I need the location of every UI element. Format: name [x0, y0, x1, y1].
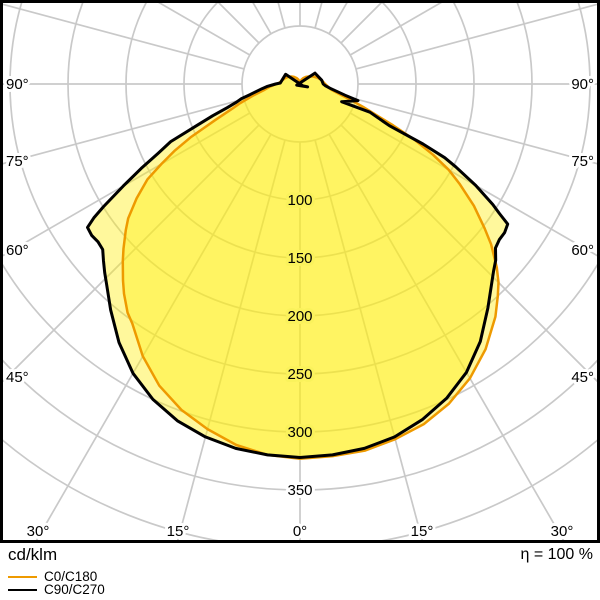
plot-frame — [0, 0, 600, 543]
angle-label-bottom: 30° — [551, 523, 574, 540]
c90-c270-line-swatch — [8, 589, 37, 591]
angle-label-bottom: 30° — [27, 523, 50, 540]
unit-label: cd/klm — [8, 545, 58, 564]
grid-ray — [3, 98, 245, 165]
radial-tick-label: 300 — [287, 424, 312, 441]
radial-tick-label: 100 — [287, 192, 312, 209]
c90-c270-fill — [87, 73, 508, 458]
grid-ray — [314, 139, 424, 541]
grid-ray — [355, 3, 597, 70]
radial-tick-label: 350 — [287, 482, 312, 499]
grid-ray — [158, 3, 251, 56]
c0-c180-fill — [122, 76, 499, 459]
grid-ray — [3, 124, 260, 383]
angle-label-left: 90° — [6, 76, 29, 93]
grid-ray — [340, 124, 597, 383]
angle-label-left: 45° — [6, 369, 29, 386]
angle-label-bottom: 15° — [167, 523, 190, 540]
angle-label-left: 60° — [6, 242, 29, 259]
angle-label-right: 45° — [571, 369, 594, 386]
radial-tick-label: 200 — [287, 308, 312, 325]
angle-label-left: 75° — [6, 153, 29, 170]
c0-c180-line-swatch — [8, 576, 37, 578]
c0-c180-curve — [121, 75, 500, 460]
legend-label-c0-c180: C0/C180 — [44, 569, 98, 584]
grid-ray — [3, 112, 251, 257]
angle-label-bottom: 15° — [411, 523, 434, 540]
legend-label-c90-c270: C90/C270 — [44, 582, 105, 597]
radial-tick-label: 150 — [287, 250, 312, 267]
grid-ray — [328, 133, 565, 541]
angle-label-right: 90° — [571, 76, 594, 93]
efficiency-label: η = 100 % — [520, 546, 594, 563]
angle-label-right: 60° — [571, 242, 594, 259]
grid-ray — [176, 139, 286, 541]
radial-tick-label: 250 — [287, 366, 312, 383]
angle-label-bottom: 0° — [293, 523, 307, 540]
grid-ray — [349, 112, 597, 257]
grid-ray — [35, 133, 272, 541]
c90-c270-curve — [86, 71, 510, 459]
angle-label-right: 75° — [571, 153, 594, 170]
grid-ray — [3, 3, 245, 70]
grid-ray — [349, 3, 442, 56]
grid-ray — [355, 98, 597, 165]
